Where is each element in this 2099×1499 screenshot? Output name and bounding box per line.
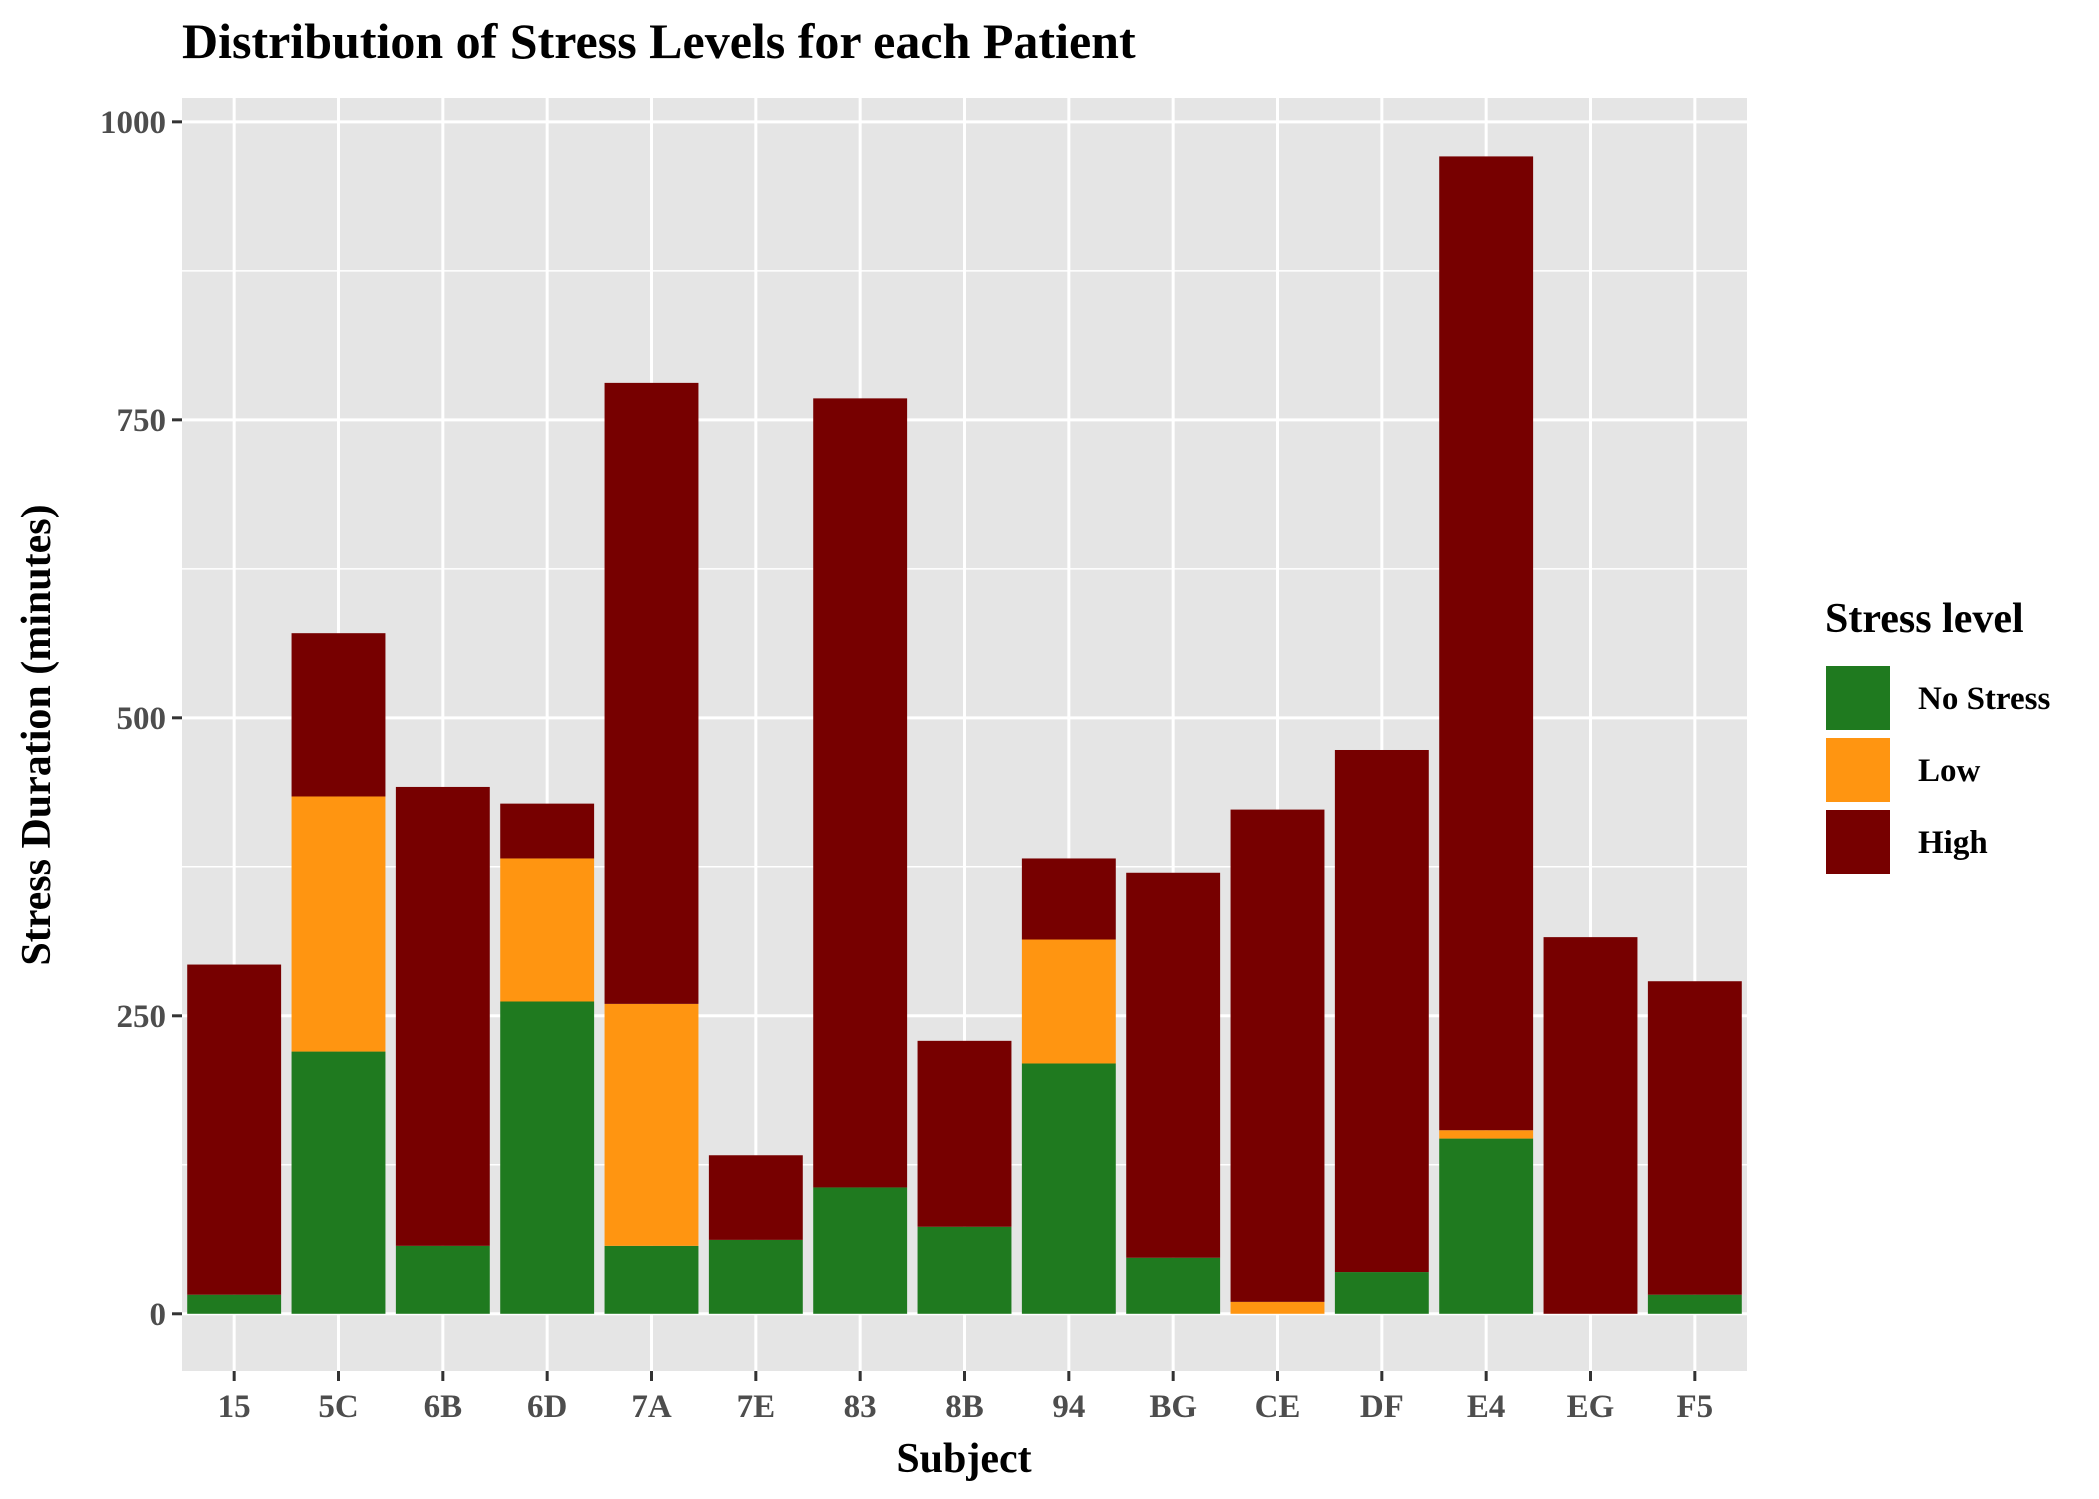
legend-swatch-high	[1826, 810, 1890, 874]
bar-high-DF	[1334, 749, 1429, 1273]
x-tick-label: E4	[1467, 1389, 1506, 1425]
bar-high-5C	[291, 633, 386, 797]
x-tick-label: BG	[1149, 1389, 1197, 1425]
bar-no-stress-6B	[395, 1245, 490, 1314]
y-tick-label: 1000	[100, 105, 166, 141]
legend: Stress level No Stress Low High	[1825, 596, 2050, 875]
bar-high-7A	[604, 382, 699, 1004]
bar-high-6B	[395, 786, 490, 1246]
x-tick-label: 7A	[631, 1389, 672, 1425]
bar-no-stress-5C	[291, 1051, 386, 1314]
bar-no-stress-BG	[1126, 1257, 1221, 1314]
bar-high-6D	[500, 803, 595, 859]
x-tick-label: 5C	[318, 1389, 358, 1425]
bar-no-stress-7E	[708, 1239, 803, 1314]
bar-low-5C	[291, 796, 386, 1052]
bar-no-stress-15	[187, 1294, 282, 1314]
bar-low-E4	[1439, 1130, 1534, 1139]
bar-high-83	[813, 398, 908, 1188]
bar-high-F5	[1647, 981, 1742, 1295]
legend-label: High	[1918, 825, 1988, 861]
legend-title: Stress level	[1825, 596, 2024, 642]
y-tick-label: 500	[117, 701, 167, 737]
x-tick-label: F5	[1676, 1389, 1713, 1425]
y-tick-label: 750	[117, 403, 167, 439]
chart-title: Distribution of Stress Levels for each P…	[182, 13, 1136, 69]
y-axis: 0 250 500 750 1000	[100, 105, 182, 1333]
bar-high-EG	[1543, 937, 1638, 1314]
x-tick-label: 6B	[424, 1389, 463, 1425]
legend-swatch-no-stress	[1826, 666, 1890, 730]
x-tick-label: CE	[1255, 1389, 1301, 1425]
x-tick-label: 15	[218, 1389, 251, 1425]
x-tick-label: 83	[844, 1389, 877, 1425]
bar-no-stress-8B	[917, 1226, 1012, 1314]
y-tick-label: 250	[117, 999, 167, 1035]
y-axis-title: Stress Duration (minutes)	[14, 504, 60, 965]
bar-high-E4	[1439, 156, 1534, 1131]
bar-high-7E	[708, 1155, 803, 1240]
bar-no-stress-83	[813, 1187, 908, 1314]
bar-low-CE	[1230, 1301, 1325, 1314]
bar-low-94	[1021, 939, 1116, 1064]
bar-high-94	[1021, 858, 1116, 940]
bar-high-15	[187, 964, 282, 1295]
bar-no-stress-6D	[500, 1001, 595, 1314]
x-tick-label: 94	[1052, 1389, 1085, 1425]
bar-no-stress-E4	[1439, 1138, 1534, 1314]
bar-low-7A	[604, 1003, 699, 1246]
legend-label: No Stress	[1918, 681, 2050, 717]
bar-no-stress-DF	[1334, 1272, 1429, 1314]
bar-no-stress-F5	[1647, 1294, 1742, 1314]
legend-items: No Stress Low High	[1825, 665, 2050, 875]
x-axis: 15 5C 6B 6D 7A 7E 83 8B 94 BG CE DF E4 EG F5	[218, 1371, 1713, 1425]
x-tick-label: 8B	[945, 1389, 984, 1425]
x-axis-title: Subject	[896, 1436, 1031, 1482]
bar-no-stress-94	[1021, 1063, 1116, 1314]
legend-swatch-low	[1826, 738, 1890, 802]
bar-high-BG	[1126, 872, 1221, 1258]
bar-high-CE	[1230, 809, 1325, 1302]
bar-no-stress-7A	[604, 1245, 699, 1314]
x-tick-label: DF	[1360, 1389, 1404, 1425]
y-tick-label: 0	[150, 1297, 167, 1333]
x-tick-label: EG	[1567, 1389, 1615, 1425]
x-tick-label: 6D	[527, 1389, 567, 1425]
bar-low-6D	[500, 858, 595, 1002]
bar-high-8B	[917, 1040, 1012, 1227]
legend-label: Low	[1918, 753, 1981, 789]
bars	[187, 156, 1742, 1314]
x-tick-label: 7E	[737, 1389, 776, 1425]
